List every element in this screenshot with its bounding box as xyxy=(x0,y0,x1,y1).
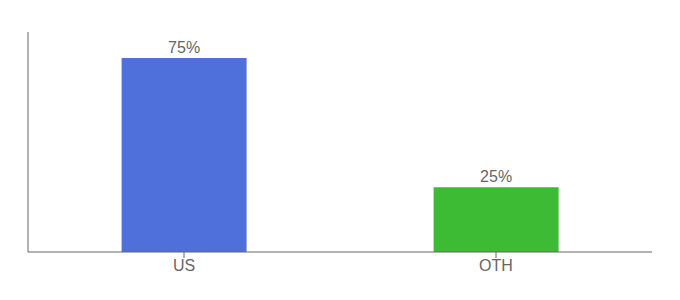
svg-text:25%: 25% xyxy=(480,168,512,185)
svg-text:75%: 75% xyxy=(168,39,200,56)
svg-text:OTH: OTH xyxy=(479,257,513,274)
svg-text:US: US xyxy=(173,257,195,274)
